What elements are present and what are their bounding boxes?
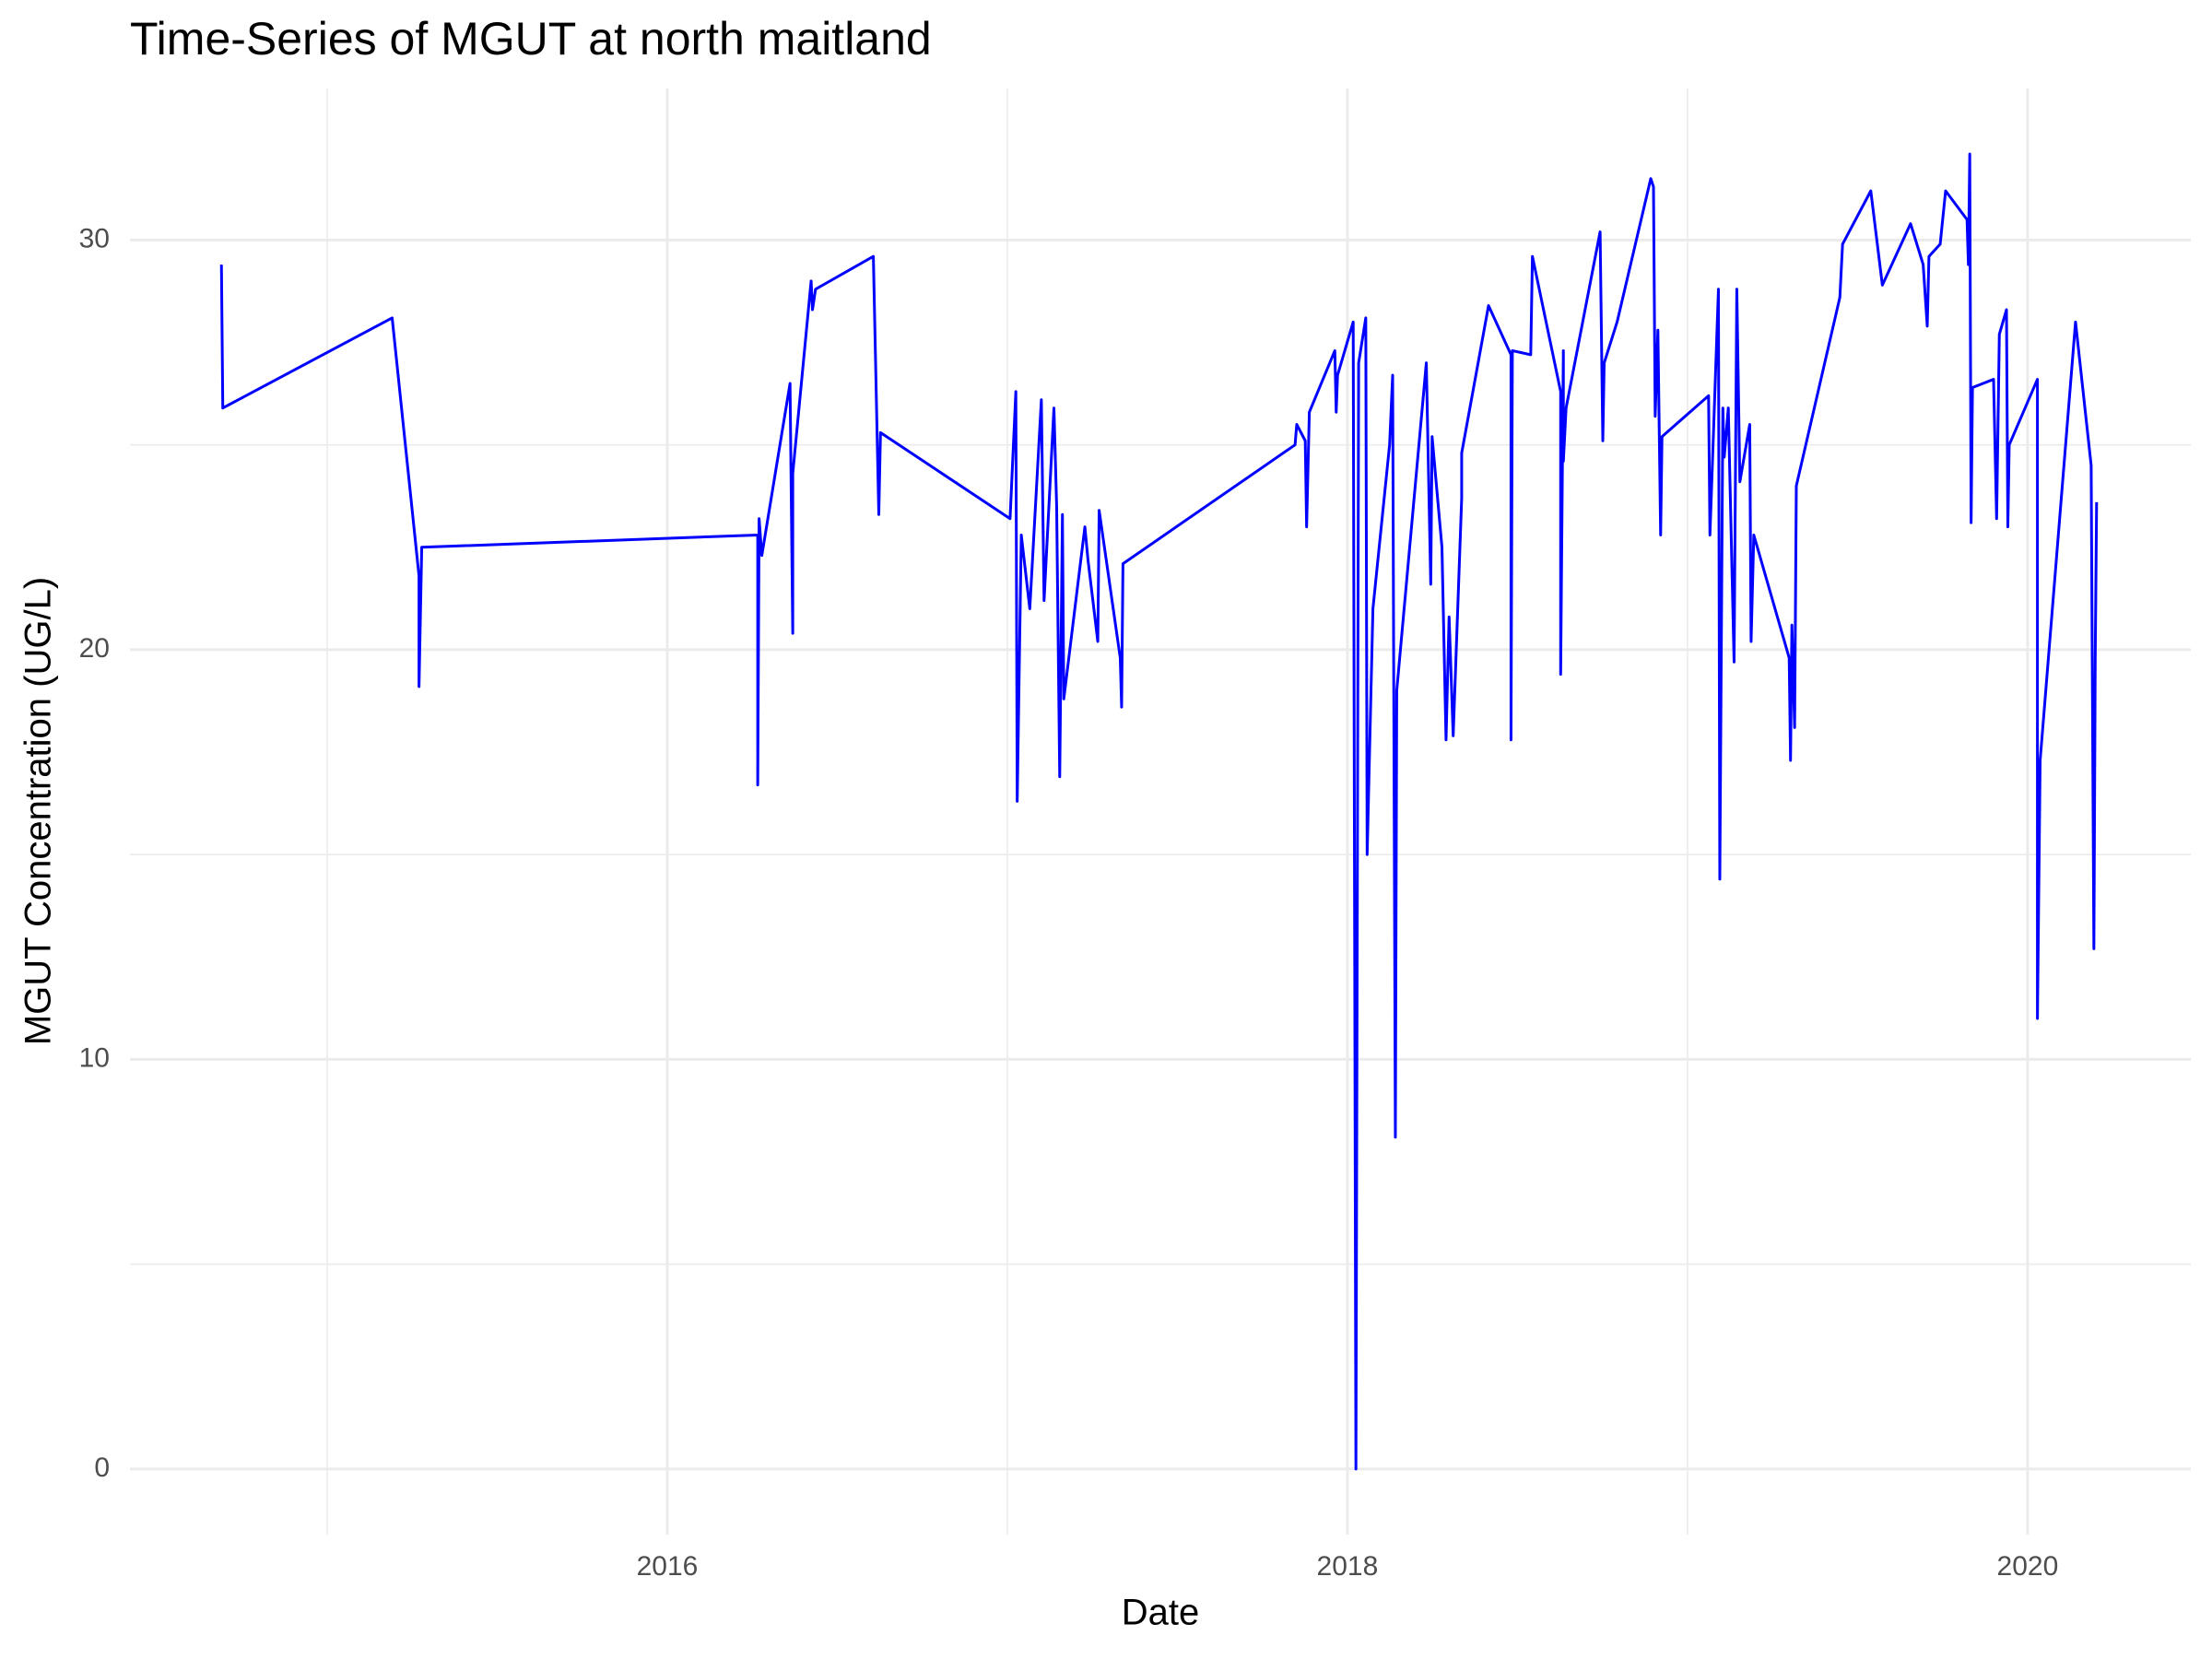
- data-line: [219, 152, 2099, 1471]
- x-axis-label: Date: [1122, 1593, 1200, 1633]
- y-tick-label: 0: [94, 1453, 110, 1483]
- y-tick-label: 20: [79, 633, 110, 664]
- x-tick-label: 2016: [637, 1551, 699, 1582]
- x-tick-label: 2020: [1997, 1551, 2059, 1582]
- y-tick-label: 10: [79, 1042, 110, 1073]
- chart-title: Time-Series of MGUT at north maitland: [130, 13, 932, 65]
- y-tick-label: 30: [79, 223, 110, 253]
- y-axis-label: MGUT Concentration (UG/L): [18, 577, 59, 1045]
- x-tick-label: 2018: [1317, 1551, 1379, 1582]
